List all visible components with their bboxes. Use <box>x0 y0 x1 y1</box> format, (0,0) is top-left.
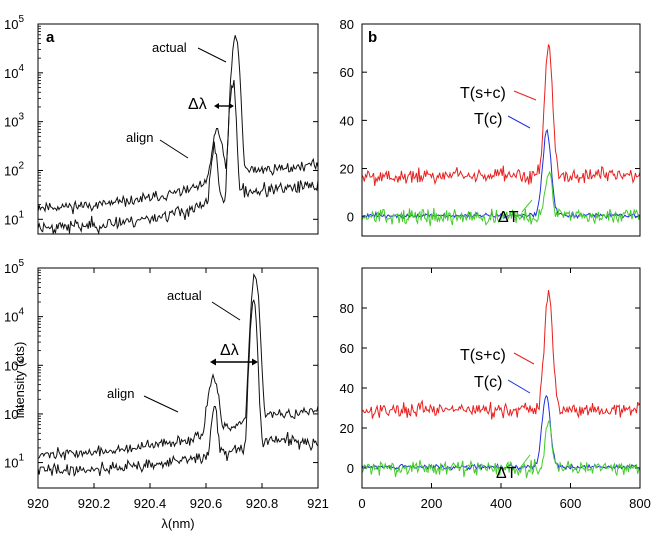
annotation-align: align <box>126 130 153 145</box>
annotation-t-c: T(c) <box>474 111 502 128</box>
series-align <box>37 299 319 478</box>
axes-frame <box>361 267 641 489</box>
axes-frame <box>361 23 641 237</box>
annotation-delta-t-leader <box>519 454 531 469</box>
series-t-s-c- <box>361 44 641 186</box>
panel-b-bot: 0 20 40 60 80 0 200 400 600 800 T(s+c) T(c) ΔT <box>340 267 651 511</box>
annotation-align-leader <box>143 395 179 413</box>
axes-frame <box>37 23 319 235</box>
annotation-actual: actual <box>167 288 202 303</box>
panel-label-b: b <box>368 29 377 46</box>
series-actual <box>37 272 319 461</box>
panel-b-top: 0 20 40 60 80 b T(s+c) T(c) ΔT <box>340 17 641 237</box>
y-tick-label: 20 <box>340 421 354 436</box>
delta-lambda-arrowhead-right <box>252 358 258 366</box>
panel-a-top: 101 102 103 104 105 a actual align Δλ <box>4 14 319 235</box>
y-tick-label: 102 <box>4 404 24 422</box>
x-tick-label: 200 <box>421 496 443 511</box>
annotation-delta-lambda: Δλ <box>188 96 207 113</box>
annotation-delta-t: ΔT <box>496 465 517 482</box>
y-tick-label: 104 <box>4 63 24 81</box>
annotation-align-leader <box>159 139 189 159</box>
series-actual <box>37 35 319 215</box>
y-tick-label: 105 <box>4 258 24 276</box>
x-tick-label: 920 <box>27 496 49 511</box>
x-tick-label: 920.4 <box>134 496 167 511</box>
annotation-t-s-plus-c: T(s+c) <box>460 85 506 102</box>
panel-label-a: a <box>46 29 55 46</box>
x-tick-label: 921 <box>307 496 329 511</box>
delta-lambda-arrowhead-left <box>214 103 219 109</box>
x-tick-label: 920.6 <box>190 496 223 511</box>
y-tick-label: 0 <box>347 210 354 225</box>
y-tick-label: 20 <box>340 162 354 177</box>
annotation-delta-lambda: Δλ <box>220 342 239 359</box>
series--t <box>361 170 641 227</box>
x-tick-label: 800 <box>629 496 651 511</box>
annotation-actual: actual <box>152 40 187 55</box>
series-align <box>37 79 319 235</box>
annotation-t-s-plus-c-leader <box>513 90 537 101</box>
annotation-t-s-plus-c-leader <box>513 352 535 365</box>
y-tick-label: 101 <box>4 209 24 227</box>
y-axis-label: intensity (cts) <box>12 342 27 419</box>
x-tick-label: 0 <box>358 496 365 511</box>
x-tick-label: 600 <box>560 496 582 511</box>
series-t-s-c- <box>361 290 641 420</box>
y-tick-label: 102 <box>4 160 24 178</box>
y-tick-label: 103 <box>4 112 24 130</box>
y-tick-label: 60 <box>340 341 354 356</box>
x-tick-label: 920.2 <box>78 496 111 511</box>
y-tick-label: 104 <box>4 307 24 325</box>
annotation-actual-leader <box>211 301 241 321</box>
annotation-t-c-leader <box>507 379 531 394</box>
delta-lambda-arrowhead-right <box>229 103 234 109</box>
annotation-t-c-leader <box>507 115 531 129</box>
y-tick-label: 40 <box>340 113 354 128</box>
y-tick-label: 40 <box>340 381 354 396</box>
y-tick-label: 0 <box>347 461 354 476</box>
y-tick-label: 101 <box>4 453 24 471</box>
y-tick-label: 80 <box>340 301 354 316</box>
y-tick-label: 103 <box>4 355 24 373</box>
y-tick-label: 60 <box>340 65 354 80</box>
annotation-actual-leader <box>197 47 227 63</box>
annotation-align: align <box>107 386 134 401</box>
axes-frame <box>37 267 319 489</box>
delta-lambda-arrowhead-left <box>210 358 216 366</box>
annotation-t-s-plus-c: T(s+c) <box>460 347 506 364</box>
annotation-delta-t-leader <box>521 199 533 213</box>
y-tick-label: 105 <box>4 14 24 32</box>
annotation-t-c: T(c) <box>474 374 502 391</box>
x-tick-label: 920.8 <box>246 496 279 511</box>
annotation-delta-t: ΔT <box>498 209 519 226</box>
x-tick-label: 400 <box>490 496 512 511</box>
panel-a-bot: 101 102 103 104 105 920 920.2 920.4 920.6 920.8 9… <box>4 258 329 531</box>
y-tick-label: 80 <box>340 17 354 32</box>
series--t <box>361 420 641 479</box>
x-axis-label: λ(nm) <box>161 516 194 531</box>
